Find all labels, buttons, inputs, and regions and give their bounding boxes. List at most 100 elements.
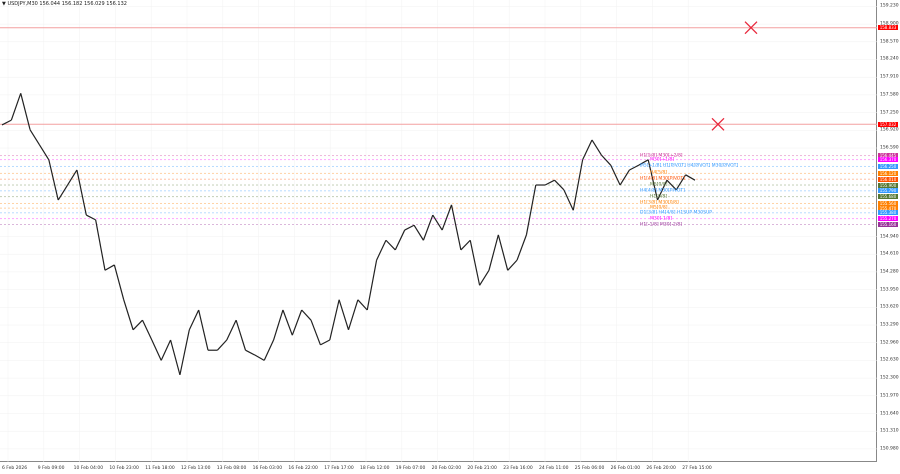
price-segment (141, 319, 153, 341)
price-segment (132, 319, 143, 331)
time-tick-label: 24 Feb 11:00 (539, 466, 569, 471)
time-tick-label: 16 Feb 22:00 (288, 466, 318, 471)
level-label: D1[3/8] H4[4/8] H1SUP M30SUP (640, 210, 712, 216)
time-tick-label: 18 Feb 12:00 (360, 466, 390, 471)
price-segment (422, 214, 434, 241)
price-segment (123, 299, 134, 331)
price-segment (338, 299, 350, 331)
price-tick-label: 153.950 (880, 287, 899, 293)
level-price-badge: 155.680 (878, 194, 898, 200)
price-segment (263, 339, 275, 361)
price-segment (160, 339, 172, 361)
level-price-badge: 155.470 (878, 205, 898, 211)
price-segment (366, 259, 378, 311)
time-tick-label: 11 Feb 18:00 (145, 466, 175, 471)
price-segment (376, 239, 387, 261)
price-tick-label: 151.310 (880, 428, 899, 434)
price-segment (544, 179, 555, 186)
ohlc-close: 156.132 (106, 1, 127, 7)
level-label: H4[4/8] M30[PIVOT] (640, 188, 685, 194)
time-tick-label: 27 Feb 15:00 (682, 466, 712, 471)
price-segment (385, 239, 396, 251)
price-segment (301, 309, 312, 321)
price-segment (610, 164, 621, 186)
price-segment (554, 179, 565, 191)
price-tick-label: 150.980 (880, 446, 899, 452)
price-axis[interactable]: 159.230 158.900 158.570 158.240 157.910 157.5… (877, 0, 900, 462)
price-tick-label: 153.620 (880, 304, 899, 310)
price-segment (629, 164, 640, 171)
price-segment (450, 204, 462, 251)
price-segment (404, 224, 415, 231)
level-label: H1[3/8] M30[0/8] (640, 200, 679, 206)
price-segment (394, 229, 406, 251)
price-segment (357, 299, 368, 311)
price-segment (226, 319, 237, 341)
level-price-badge: 156.250 (878, 163, 898, 169)
time-tick-label: 17 Feb 17:00 (324, 466, 354, 471)
price-segment (198, 309, 209, 351)
price-segment (656, 179, 668, 201)
price-tick-label: 151.970 (880, 393, 899, 399)
price-segment (320, 339, 331, 346)
price-tick-label: 157.580 (880, 92, 899, 98)
price-tick-label: 158.900 (880, 21, 899, 27)
price-segment (86, 214, 96, 221)
level-label: H1[5/8] M30[+2/8] (640, 153, 683, 159)
price-tick-label: 154.940 (880, 234, 899, 239)
level-label: H1[0/8] (650, 194, 668, 200)
symbol-name: USDJPY,M30 (7, 1, 38, 7)
price-segment (675, 174, 687, 191)
stop-price-badge: 157.032 (878, 121, 898, 127)
time-tick-label: 16 Feb 03:00 (252, 466, 283, 471)
close-x-icon (711, 117, 725, 131)
level-price-badge: 156.010 (878, 176, 898, 182)
price-segment (479, 269, 490, 286)
time-tick-label: 12 Feb 13:00 (181, 466, 211, 471)
price-chart[interactable]: ▼ USDJPY,M30 156.044 156.182 156.029 156… (0, 0, 877, 462)
level-price-badge: 155.380 (878, 210, 898, 216)
time-tick-label: 20 Feb 21:00 (467, 466, 497, 471)
price-segment (432, 214, 443, 231)
price-segment (104, 264, 115, 271)
chart-canvas (0, 0, 877, 462)
level-price-badge: 155.560 (878, 200, 898, 206)
price-segment (507, 259, 518, 271)
price-segment (245, 349, 256, 356)
price-segment (488, 234, 499, 271)
price-tick-label: 157.910 (880, 74, 899, 80)
time-tick-label: 9 Feb 09:00 (37, 466, 65, 471)
price-tick-label: 158.570 (880, 39, 899, 45)
price-tick-label: 158.240 (880, 56, 899, 62)
time-axis[interactable]: 6 Feb 2026 9 Feb 09:00 10 Feb 04:00 10 Feb … (0, 462, 877, 474)
price-segment (38, 144, 50, 161)
price-tick-label: 154.280 (880, 269, 899, 275)
price-segment (441, 204, 453, 231)
time-tick-label: 6 Feb 2026 (2, 466, 28, 471)
price-segment (638, 159, 649, 166)
close-x-icon (744, 21, 758, 35)
price-tick-label: 159.230 (880, 3, 899, 9)
ohlc-high: 156.182 (61, 1, 83, 7)
price-segment (254, 354, 265, 361)
price-segment (216, 339, 228, 351)
price-segment (113, 264, 125, 300)
price-segment (57, 184, 69, 201)
level-price-badge: 155.270 (878, 216, 898, 222)
price-tick-label: 154.610 (880, 251, 899, 257)
price-segment (29, 129, 40, 146)
price-segment (310, 319, 321, 346)
level-label: H1[4/8] M30[PIVOT] (640, 176, 685, 182)
level-price-badge: 155.790 (878, 188, 898, 194)
price-tick-label: 152.300 (880, 375, 899, 381)
price-tick-label: 156.920 (880, 127, 899, 133)
price-segment (188, 309, 200, 331)
price-segment (572, 159, 584, 211)
price-segment (169, 339, 181, 376)
level-label: M5[0/8] (650, 205, 668, 211)
price-tick-label: 152.630 (880, 357, 899, 363)
collapse-triangle-icon[interactable]: ▼ (2, 1, 8, 7)
time-tick-label: 23 Feb 16:00 (503, 466, 533, 471)
price-segment (76, 169, 87, 216)
price-segment (413, 224, 424, 241)
